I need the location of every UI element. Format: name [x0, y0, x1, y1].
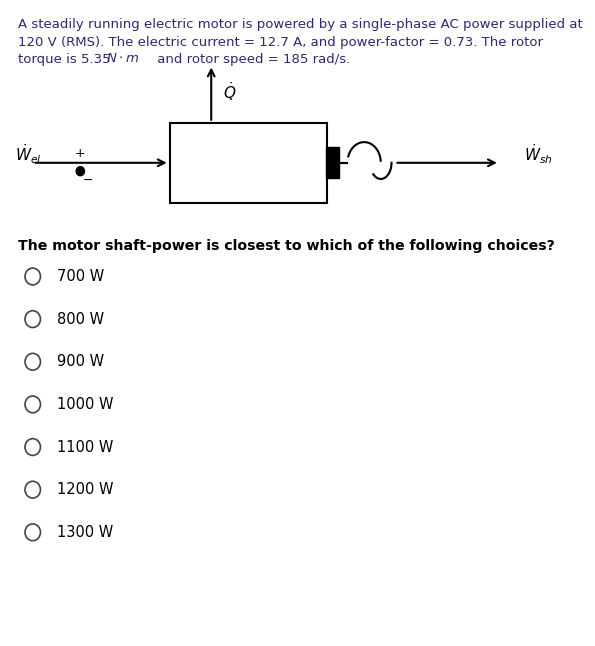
Text: 1300 W: 1300 W: [57, 525, 113, 540]
Text: The motor shaft-power is closest to which of the following choices?: The motor shaft-power is closest to whic…: [18, 239, 555, 253]
Text: 1000 W: 1000 W: [57, 397, 113, 412]
Text: 900 W: 900 W: [57, 354, 104, 370]
Text: and rotor speed = 185 rad/s.: and rotor speed = 185 rad/s.: [153, 53, 350, 66]
Text: $\dot{W}_{sh}$: $\dot{W}_{sh}$: [524, 142, 552, 165]
Text: $\dot{W}_{el}$: $\dot{W}_{el}$: [15, 142, 42, 165]
Text: 800 W: 800 W: [57, 311, 104, 327]
Text: −: −: [83, 174, 93, 187]
Text: 1200 W: 1200 W: [57, 482, 113, 497]
Text: $N \cdot m$: $N \cdot m$: [106, 52, 139, 65]
Bar: [326, 147, 339, 178]
Text: $\dot{Q}$: $\dot{Q}$: [223, 80, 237, 103]
Text: 700 W: 700 W: [57, 269, 104, 284]
Bar: [170, 123, 327, 203]
Text: torque is 5.35: torque is 5.35: [18, 53, 115, 66]
Circle shape: [76, 167, 84, 176]
Text: 120 V (RMS). The electric current = 12.7 A, and power-factor = 0.73. The rotor: 120 V (RMS). The electric current = 12.7…: [18, 36, 543, 48]
Text: A steadily running electric motor is powered by a single-phase AC power supplied: A steadily running electric motor is pow…: [18, 18, 583, 31]
Text: 1100 W: 1100 W: [57, 439, 113, 455]
Text: +: +: [75, 147, 86, 160]
